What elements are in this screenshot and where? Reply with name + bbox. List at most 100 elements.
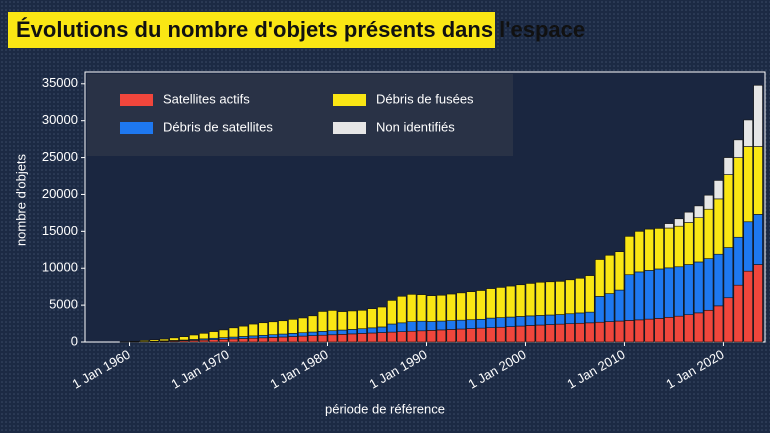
bar-segment <box>298 332 308 337</box>
bar-segment <box>486 327 496 343</box>
bar-segment <box>674 218 684 227</box>
bar-segment <box>426 295 437 322</box>
bar-segment <box>654 268 664 319</box>
bar-segment <box>525 283 536 317</box>
bar-segment <box>555 323 565 343</box>
x-axis-label: période de référence <box>325 401 445 416</box>
y-tick-label: 20000 <box>42 186 78 201</box>
bar-segment <box>664 227 674 269</box>
bar-segment <box>387 300 397 325</box>
bar-segment <box>436 294 447 322</box>
bar-segment <box>743 221 753 272</box>
bar-segment <box>258 334 268 339</box>
bar-segment <box>218 329 229 338</box>
bar-segment <box>337 311 348 331</box>
bar-segment <box>743 270 753 343</box>
bar-segment <box>535 281 546 316</box>
bar-segment <box>733 284 744 343</box>
bar-segment <box>258 322 268 336</box>
bar-segment <box>505 316 516 327</box>
bar-segment <box>426 330 437 343</box>
legend-label: Débris de fusées <box>376 91 474 106</box>
bar-segment <box>396 322 407 332</box>
bar-segment <box>644 228 654 271</box>
bar-segment <box>238 336 249 339</box>
bar-segment <box>624 236 635 276</box>
bar-segment <box>723 157 734 175</box>
title-box <box>8 12 495 48</box>
bar-segment <box>664 223 674 229</box>
bar-segment <box>545 281 555 316</box>
bar-segment <box>713 180 724 200</box>
bar-segment <box>446 329 456 343</box>
bar-segment <box>396 331 407 343</box>
bar-segment <box>624 274 635 321</box>
bar-segment <box>139 340 150 342</box>
bar-segment <box>307 335 318 343</box>
legend-box <box>87 74 513 156</box>
bar-segment <box>565 323 575 343</box>
bar-segment <box>753 84 763 147</box>
bar-segment <box>436 329 447 343</box>
y-tick-label: 25000 <box>42 149 78 164</box>
bar-segment <box>555 314 565 325</box>
bar-segment <box>357 309 367 330</box>
bar-segment <box>377 306 387 328</box>
bar-segment <box>357 333 367 343</box>
bar-segment <box>555 281 565 315</box>
bar-segment <box>703 309 714 343</box>
bar-segment <box>753 264 763 343</box>
bar-segment <box>248 335 259 339</box>
bar-segment <box>476 318 486 329</box>
bar-segment <box>278 320 288 335</box>
bar-segment <box>575 322 585 343</box>
bar-segment <box>208 331 219 339</box>
bar-segment <box>693 261 704 314</box>
bar-segment <box>199 332 209 340</box>
legend-swatch <box>333 94 366 106</box>
bar-segment <box>377 332 387 343</box>
bar-segment <box>218 338 229 343</box>
bar-segment <box>416 320 427 332</box>
bar-segment <box>614 251 625 291</box>
bar-segment <box>288 336 298 343</box>
legend-swatch <box>333 122 366 134</box>
bar-segment <box>703 258 714 311</box>
bar-segment <box>396 295 407 324</box>
bar-segment <box>357 328 367 334</box>
bar-segment <box>446 320 456 330</box>
bar-segment <box>614 320 625 343</box>
y-tick-label: 0 <box>71 333 78 348</box>
bar-segment <box>684 314 694 343</box>
bar-segment <box>674 266 684 317</box>
bar-segment <box>248 337 259 343</box>
bar-segment <box>585 311 595 324</box>
bar-segment <box>149 339 160 342</box>
bar-segment <box>406 294 417 322</box>
bar-segment <box>307 331 318 336</box>
bar-segment <box>406 321 417 332</box>
bar-segment <box>644 318 654 343</box>
bar-segment <box>476 327 486 343</box>
bar-segment <box>189 334 199 340</box>
bar-segment <box>733 157 744 238</box>
y-tick-label: 5000 <box>49 297 78 312</box>
bar-segment <box>515 284 526 317</box>
bar-segment <box>466 328 476 343</box>
bar-segment <box>664 267 674 318</box>
bar-segment <box>426 321 437 331</box>
legend-swatch <box>120 122 153 134</box>
bar-segment <box>466 319 476 329</box>
bar-segment <box>703 194 714 210</box>
bar-segment <box>565 313 575 325</box>
bar-segment <box>456 292 466 321</box>
bar-segment <box>713 305 724 343</box>
y-tick-label: 10000 <box>42 260 78 275</box>
bar-segment <box>298 317 308 334</box>
bar-segment <box>476 290 486 320</box>
bar-segment <box>347 333 357 343</box>
bar-segment <box>486 288 496 319</box>
bar-segment <box>495 326 506 343</box>
bar-segment <box>238 338 249 343</box>
